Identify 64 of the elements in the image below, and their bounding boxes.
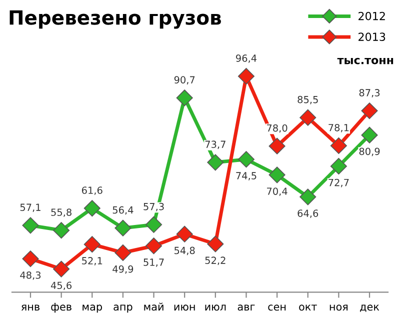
data-label: 61,6 — [82, 186, 102, 195]
point — [84, 200, 100, 217]
data-label: 56,4 — [112, 206, 134, 215]
point — [207, 154, 224, 171]
data-label: 64,6 — [298, 210, 318, 218]
point — [268, 166, 286, 184]
x-tick-label: окт — [299, 304, 317, 311]
data-label: 55,8 — [51, 208, 72, 217]
point — [330, 137, 347, 154]
x-tick-label: ноя — [330, 304, 348, 311]
point — [22, 217, 39, 234]
data-label: 73,7 — [205, 140, 226, 149]
point — [207, 236, 224, 252]
x-tick-label: май — [144, 302, 164, 311]
x-tick-label: июл — [205, 304, 226, 311]
point — [300, 109, 316, 126]
point — [53, 222, 70, 239]
point — [145, 216, 162, 233]
point — [330, 158, 347, 174]
x-tick-label: дек — [360, 304, 380, 312]
data-label: 52,1 — [82, 257, 102, 266]
x-tick-label: фев — [51, 302, 72, 313]
point — [145, 238, 162, 254]
point — [361, 102, 378, 120]
data-label: 57,3 — [144, 202, 164, 212]
point — [114, 244, 132, 261]
data-label: 52,2 — [205, 256, 226, 265]
data-label: 78,1 — [328, 124, 349, 132]
data-label: 87,3 — [359, 89, 380, 98]
data-label: 48,3 — [20, 271, 41, 280]
text: тыс.тонн — [337, 58, 394, 64]
x-tick-label: мар — [82, 304, 102, 313]
data-label: 45,6 — [50, 282, 72, 290]
x-tick-label: апр — [114, 304, 132, 313]
data-label: 78,0 — [267, 124, 288, 133]
data-label: 57,1 — [20, 204, 40, 212]
legend-label: 2013 — [358, 32, 386, 42]
x-tick-label: июн — [174, 304, 195, 311]
point — [114, 220, 132, 236]
data-label: 85,5 — [298, 96, 318, 104]
point — [84, 236, 100, 253]
data-label: 74,5 — [236, 172, 256, 180]
data-label: 70,4 — [267, 188, 288, 196]
data-label: 72,7 — [328, 178, 349, 188]
point — [22, 250, 39, 268]
point — [361, 126, 378, 144]
point — [176, 226, 193, 242]
data-label: 90,7 — [174, 76, 195, 84]
point — [300, 188, 316, 206]
point — [238, 151, 255, 168]
data-label: 80,9 — [359, 148, 380, 156]
x-tick-label: янв — [21, 304, 40, 310]
chart-title: Перевезено грузов — [10, 10, 221, 29]
point — [53, 260, 70, 278]
data-label: 49,9 — [112, 265, 134, 274]
legend-label: 2012 — [358, 12, 385, 20]
data-label: 96,4 — [236, 54, 257, 63]
point — [176, 90, 193, 106]
point — [268, 138, 286, 154]
point — [238, 68, 255, 85]
data-label: 54,8 — [174, 246, 195, 256]
data-label: 51,7 — [144, 258, 164, 267]
x-tick-label: авг — [238, 304, 255, 311]
x-tick-label: сен — [268, 304, 286, 311]
